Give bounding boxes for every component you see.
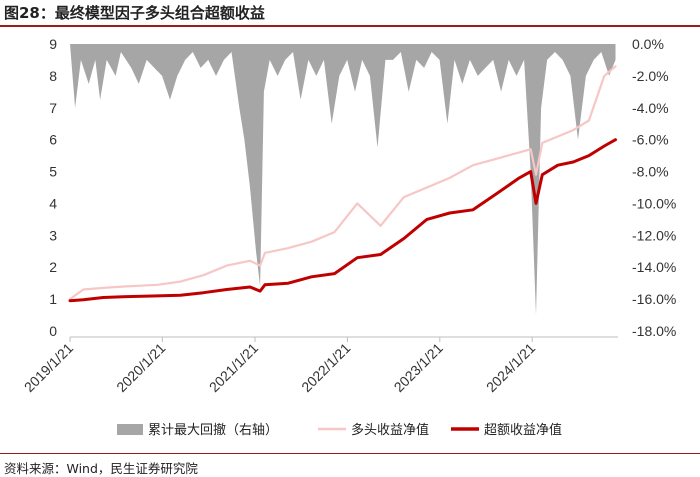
y-right-tick-label: -12.0% — [632, 227, 676, 243]
lines-layer — [68, 65, 617, 303]
long-nav-line — [68, 65, 617, 301]
y-right-tick-label: -2.0% — [632, 68, 669, 84]
x-tick-label: 2021/1/21 — [206, 340, 262, 396]
y-left-tick-label: 5 — [49, 164, 57, 180]
source-rule — [0, 453, 700, 454]
y-left-tick-label: 1 — [49, 291, 57, 307]
x-tick-label: 2022/1/21 — [298, 340, 354, 396]
y-right-tick-label: 0.0% — [632, 36, 664, 52]
x-tick-label: 2020/1/21 — [113, 340, 169, 396]
y-left-tick-label: 3 — [49, 227, 57, 243]
y-left-tick-label: 2 — [49, 259, 57, 275]
legend-long-label: 多头收益净值 — [351, 422, 429, 438]
y-right-tick-label: -14.0% — [632, 259, 676, 275]
y-right-tick-label: -4.0% — [632, 100, 669, 116]
y-left-tick-label: 7 — [49, 100, 57, 116]
y-left-tick-label: 4 — [49, 195, 57, 211]
legend-drawdown-label: 累计最大回撤（右轴） — [148, 422, 278, 438]
y-axis-right: 0.0% -2.0% -4.0% -6.0% -8.0% -10.0% -12.0% -14.… — [632, 36, 676, 339]
y-left-tick-label: 9 — [49, 36, 57, 52]
drawdown-area-layer — [70, 44, 616, 316]
y-axis-left: 0 1 2 3 4 5 6 7 8 9 — [49, 36, 57, 339]
source-note: 资料来源：Wind，民生证券研究院 — [4, 461, 198, 476]
chart-svg: 0 1 2 3 4 5 6 7 8 9 0.0% -2.0% -4.0% -6.0% -8.0% -10.0… — [21, 36, 677, 438]
y-right-tick-label: -6.0% — [632, 132, 669, 148]
title-rule — [0, 25, 700, 27]
y-right-tick-label: -8.0% — [632, 164, 669, 180]
x-axis-ticks: 2019/1/21 2020/1/21 2021/1/21 2022/1/21 2023… — [21, 337, 539, 396]
legend-drawdown-swatch — [117, 424, 143, 435]
drawdown-area — [70, 44, 616, 316]
excess-nav-line — [68, 138, 617, 303]
y-left-tick-label: 8 — [49, 68, 57, 84]
y-left-tick-label: 0 — [49, 323, 57, 339]
figure-title: 图28：最终模型因子多头组合超额收益 — [4, 4, 265, 22]
y-right-tick-label: -10.0% — [632, 195, 676, 211]
x-tick-label: 2019/1/21 — [21, 340, 77, 396]
x-tick-label: 2023/1/21 — [391, 340, 447, 396]
y-right-tick-label: -16.0% — [632, 291, 676, 307]
x-tick-label: 2024/1/21 — [483, 340, 539, 396]
legend-excess-label: 超额收益净值 — [484, 422, 562, 438]
y-right-tick-label: -18.0% — [632, 323, 676, 339]
y-left-tick-label: 6 — [49, 132, 57, 148]
legend: 累计最大回撤（右轴） 多头收益净值 超额收益净值 — [117, 422, 562, 438]
